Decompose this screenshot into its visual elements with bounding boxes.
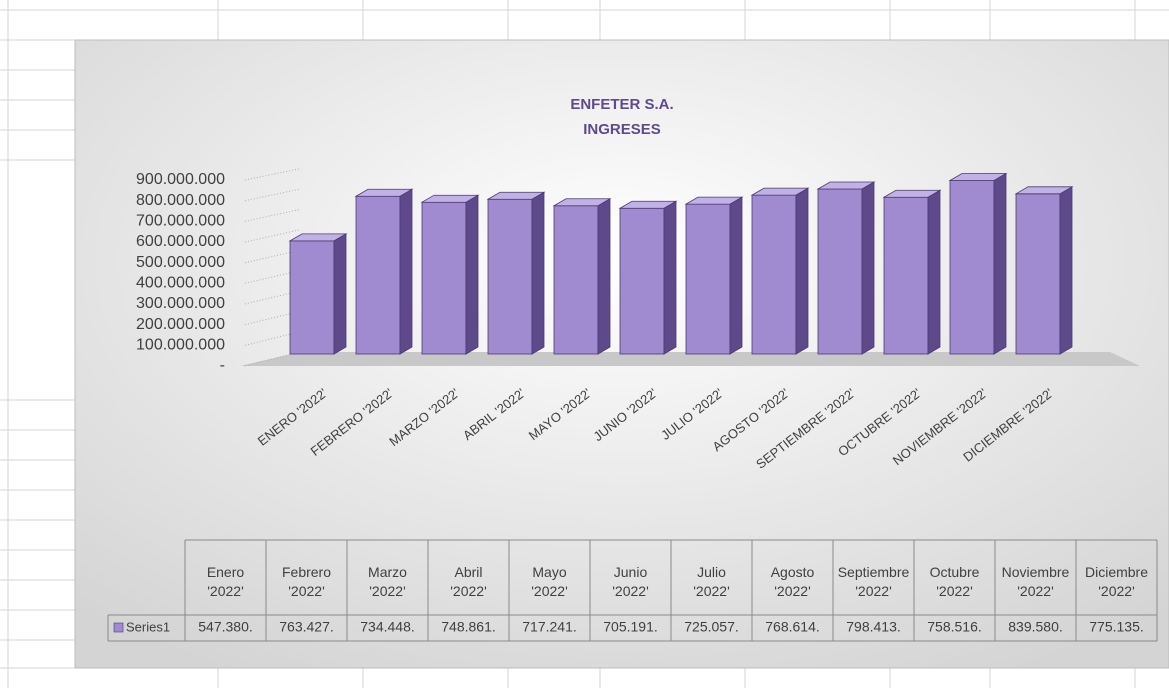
bar <box>552 198 612 355</box>
grid-line <box>244 249 301 264</box>
table-value: 758.516. <box>927 619 982 635</box>
table-value: 734.448. <box>360 619 415 635</box>
bar-top <box>750 187 810 196</box>
table-header: Febrero '2022' <box>282 564 331 599</box>
bar-side <box>1059 186 1073 355</box>
bar <box>948 172 1008 355</box>
bar-top <box>882 189 942 198</box>
bar-top <box>948 173 1008 181</box>
bar-side <box>729 196 743 355</box>
grid-line <box>244 208 301 222</box>
bar-top <box>354 188 414 197</box>
y-tick-label: 600.000.000 <box>136 233 225 250</box>
y-tick-label: 800.000.000 <box>136 192 225 209</box>
bar-top <box>1014 186 1074 195</box>
legend-key <box>113 622 124 633</box>
bar-side <box>861 181 875 355</box>
grid-line <box>244 229 301 243</box>
bar <box>420 194 480 355</box>
bar-side <box>597 198 611 355</box>
floor <box>240 352 1140 366</box>
table-header: Abril '2022' <box>450 564 487 599</box>
grid-line <box>244 270 301 284</box>
bar <box>882 189 942 355</box>
grid-line <box>244 310 301 326</box>
table-value: 839.580. <box>1008 619 1063 635</box>
table-header: Agosto '2022' <box>771 564 815 599</box>
bar-top <box>816 181 876 190</box>
table-value: 763.427. <box>279 619 334 635</box>
bar-front <box>355 195 401 355</box>
bar-front <box>685 203 731 355</box>
bar-side <box>531 191 545 355</box>
y-tick-label: 200.000.000 <box>136 316 225 333</box>
y-tick-label: - <box>220 357 225 374</box>
table-header: Enero '2022' <box>207 564 245 599</box>
bar-side <box>993 172 1007 355</box>
bar-top <box>486 191 546 200</box>
table-value: 725.057. <box>684 619 739 635</box>
chart-title: ENFETER S.A. <box>570 96 673 113</box>
bar-top <box>684 196 744 205</box>
table-value: 798.413. <box>846 619 901 635</box>
bar-side <box>795 187 809 355</box>
table-header: Diciembre '2022' <box>1085 564 1148 599</box>
y-tick-label: 100.000.000 <box>136 337 225 354</box>
bar <box>684 196 744 355</box>
bar-top <box>420 194 480 203</box>
grid-line <box>244 351 301 367</box>
bar-top <box>288 233 348 242</box>
bar <box>354 188 414 355</box>
bar <box>486 191 546 355</box>
bar <box>750 187 810 355</box>
bar-front <box>949 180 995 355</box>
table-value: 547.380. <box>198 619 253 635</box>
bar-side <box>333 233 347 355</box>
table-header: Marzo '2022' <box>368 564 407 599</box>
bar <box>1014 186 1074 355</box>
table-header: Septiembre '2022' <box>838 564 910 599</box>
table-value: 717.241. <box>522 619 577 635</box>
table-header: Junio '2022' <box>612 564 649 599</box>
grid-line <box>244 188 301 202</box>
bar-front <box>817 188 863 355</box>
grid-line <box>244 290 301 305</box>
y-tick-label: 900.000.000 <box>136 171 225 188</box>
grid-line <box>244 331 301 346</box>
bar-front <box>619 207 665 355</box>
bar-side <box>399 188 413 355</box>
legend-label: Series1 <box>126 619 170 634</box>
bar <box>288 233 348 355</box>
y-tick-label: 500.000.000 <box>136 254 225 271</box>
table-value: 775.135. <box>1089 619 1144 635</box>
grid-line <box>244 168 301 181</box>
table-header: Octubre '2022' <box>930 564 980 599</box>
table-header: Mayo '2022' <box>531 564 568 599</box>
bar-front <box>289 240 335 355</box>
bar-top <box>552 198 612 207</box>
bar-front <box>421 201 467 355</box>
table-header: Noviembre '2022' <box>1002 564 1070 599</box>
table-value: 768.614. <box>765 619 820 635</box>
bar-front <box>1015 193 1061 355</box>
y-tick-label: 700.000.000 <box>136 213 225 230</box>
bar-front <box>883 196 929 355</box>
y-tick-label: 400.000.000 <box>136 275 225 292</box>
bar-side <box>927 189 941 355</box>
bar-front <box>553 205 599 355</box>
table-value: 748.861. <box>441 619 496 635</box>
bar <box>816 181 876 355</box>
y-tick-label: 300.000.000 <box>136 295 225 312</box>
bar-side <box>663 200 677 355</box>
bar <box>618 200 678 355</box>
chart-subtitle: INGRESES <box>583 121 661 138</box>
bar-top <box>618 200 678 209</box>
bar-front <box>751 194 797 355</box>
table-header: Julio '2022' <box>693 564 730 599</box>
bar-front <box>487 198 533 355</box>
table-value: 705.191. <box>603 619 658 635</box>
bar-side <box>465 194 479 355</box>
